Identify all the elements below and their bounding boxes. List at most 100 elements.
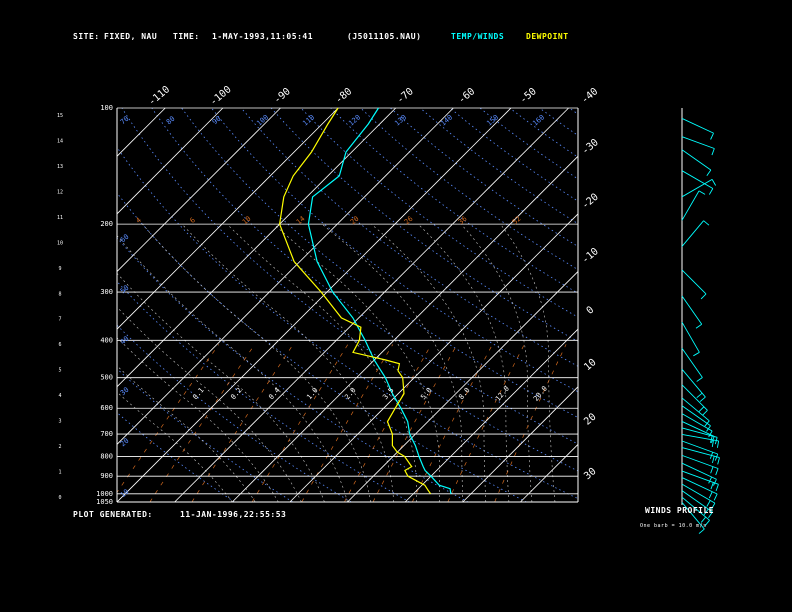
mixing-ratio-line [372, 344, 458, 502]
top-temperature-tick-label: -70 [395, 86, 416, 106]
wind-barb [681, 490, 713, 518]
top-temperature-tick-label: -90 [272, 86, 293, 106]
wind-barb [681, 190, 706, 221]
site-label: SITE: [73, 32, 100, 41]
dry-adiabat-line [599, 108, 792, 502]
moist-adiabat-line [117, 365, 256, 502]
wind-barb [681, 477, 718, 501]
wind-barb [681, 405, 711, 432]
isotherm-line [174, 108, 569, 502]
wind-barb [681, 149, 712, 176]
isotherm-line [117, 108, 339, 330]
wind-barb [681, 421, 715, 444]
dry-adiabat-line [117, 236, 469, 502]
top-temperature-tick-label: -60 [456, 86, 477, 106]
wind-barb [681, 413, 713, 438]
height-tick-label: 10 [57, 240, 63, 246]
right-temperature-tick-label: 10 [582, 357, 598, 373]
right-temperature-tick-label: -20 [580, 192, 601, 212]
isotherm-line [289, 213, 578, 502]
wind-barb [681, 136, 715, 156]
mixing-ratio-line [344, 344, 432, 502]
dry-adiabat-line [117, 146, 578, 500]
moist-adiabat-line [460, 223, 533, 502]
theta-label: 120 [347, 113, 362, 127]
plot-frame [116, 108, 579, 503]
theta-label: 70 [119, 115, 131, 127]
time-label: TIME: [173, 32, 200, 41]
wind-barb [681, 348, 703, 382]
pressure-tick-label: 400 [100, 336, 113, 344]
mixing-ratio-line [191, 344, 294, 502]
plot-generated-label: PLOT GENERATED: [73, 510, 153, 519]
dry-adiabat-line [151, 108, 578, 445]
right-temperature-tick-label: 0 [585, 304, 597, 316]
moist-adiabat-line [417, 223, 510, 502]
wind-barb [681, 397, 710, 427]
moist-adiabat-line [117, 235, 348, 502]
mixing-ratio-label: 5.0 [419, 386, 433, 401]
isotherm-line [117, 108, 512, 502]
isotherm-line [462, 386, 578, 502]
pressure-tick-label: 700 [100, 430, 113, 438]
isotherm-line [520, 443, 578, 502]
legend-temp-winds: TEMP/WINDS [451, 32, 505, 41]
isotherm-line [117, 108, 281, 273]
height-tick-label: 5 [58, 368, 61, 374]
isotherm-line [347, 270, 578, 502]
time-value: 1-MAY-1993,11:05:41 [212, 32, 314, 41]
mixing-ratio-line [301, 344, 394, 502]
height-tick-label: 2 [58, 444, 61, 450]
wind-barb [681, 321, 700, 357]
theta-label: 80 [165, 115, 177, 127]
moist-adiabat-line [273, 223, 440, 502]
wind-barb [681, 470, 719, 492]
isotherm-line [117, 108, 224, 215]
wind-barb [681, 502, 705, 534]
top-temperature-tick-label: -50 [518, 86, 539, 106]
theta-label: 50 [119, 284, 131, 296]
top-temperature-tick-label: -100 [208, 84, 234, 108]
theta-label: 160 [531, 113, 546, 127]
moist-adiabat-line [181, 223, 394, 502]
theta-label: 30 [119, 386, 131, 398]
mixing-ratio-label: 20.0 [532, 385, 549, 403]
wind-barb [681, 483, 716, 510]
mixing-ratio-line [251, 344, 349, 502]
moist-adiabat-line [321, 223, 464, 502]
isotherm-line [117, 108, 454, 445]
mixing-ratio-label: 52 [511, 215, 523, 227]
dry-adiabat-line [449, 108, 578, 202]
height-tick-label: 0 [58, 495, 61, 501]
isotherm-line [0, 108, 108, 502]
wind-barb [681, 462, 717, 486]
mixing-ratio-line [447, 344, 525, 502]
pressure-tick-label: 1000 [96, 490, 113, 498]
top-temperature-tick-label: -110 [147, 84, 173, 108]
height-tick-label: 12 [57, 189, 63, 195]
barb-note: One barb = 10.0 m/s [640, 523, 707, 529]
height-tick-label: 3 [58, 419, 61, 425]
mixing-ratio-label: 26 [403, 215, 415, 227]
theta-label: 10 [119, 488, 131, 500]
site-value: FIXED, NAU [104, 32, 158, 41]
moist-adiabat-line [500, 223, 556, 502]
mixing-ratio-line [117, 344, 220, 494]
dry-adiabat-line [539, 108, 578, 137]
dry-adiabat-line [569, 108, 578, 115]
wind-barb [681, 440, 719, 461]
dry-adiabat-line [117, 280, 410, 502]
pressure-tick-label: 900 [100, 472, 113, 480]
axis-labels: 1002003004005006007008009001000105001234… [57, 84, 601, 506]
theta-label: 150 [485, 113, 500, 127]
temperature-trace [307, 107, 452, 494]
dry-adiabat-line [117, 368, 294, 502]
isotherms [0, 108, 578, 502]
dry-adiabat-line [509, 108, 578, 158]
top-temperature-tick-label: -80 [333, 86, 354, 106]
mixing-ratio-label: 0.4 [267, 386, 281, 401]
plot-generated-value: 11-JAN-1996,22:55:53 [180, 510, 287, 519]
right-temperature-tick-label: 30 [582, 466, 598, 482]
theta-label: 40 [119, 335, 131, 347]
